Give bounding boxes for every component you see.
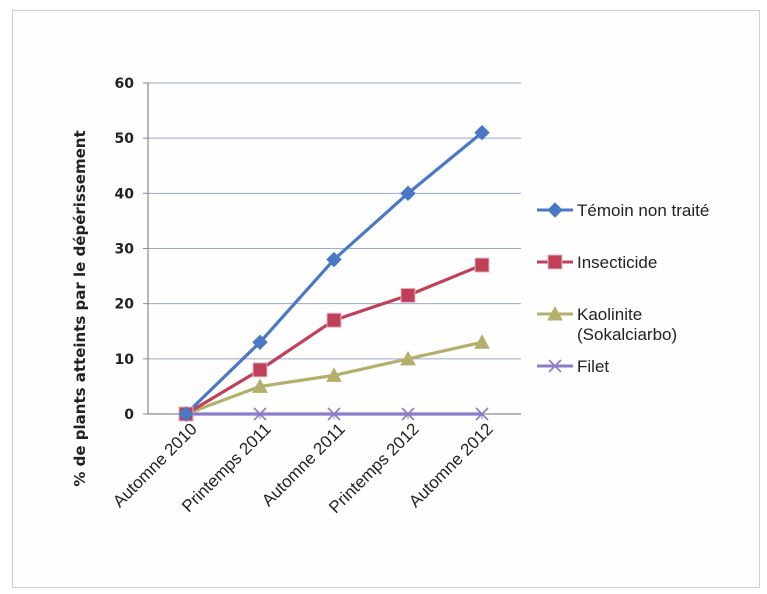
gridlines <box>148 82 521 360</box>
x-marker <box>327 407 341 421</box>
x-marker-stroke <box>253 407 267 421</box>
square-marker <box>400 287 416 303</box>
square-marker <box>326 312 342 328</box>
x-marker <box>475 407 489 421</box>
legend-label-line: Kaolinite <box>577 305 642 324</box>
legend-item: Insecticide <box>537 253 657 272</box>
y-tick-label: 60 <box>115 76 135 92</box>
legend-item: Kaolinite (Sokalciarbo) <box>537 305 677 344</box>
chart-frame: 0 10 20 30 40 50 60 Automne 2010 Printemps 2011… <box>12 10 760 588</box>
x-marker-stroke <box>475 407 489 421</box>
triangle-marker <box>326 367 342 382</box>
y-tick-label: 20 <box>115 297 135 313</box>
legend-label: Kaolinite (Sokalciarbo) <box>577 305 677 344</box>
y-tick-label: 10 <box>115 352 135 368</box>
diamond-marker <box>547 202 563 218</box>
legend-label-line: Filet <box>577 357 609 376</box>
x-marker <box>548 359 562 373</box>
x-marker <box>401 407 415 421</box>
square-marker <box>252 362 268 378</box>
legend-label-line: Insecticide <box>577 253 657 272</box>
diamond-marker <box>252 334 268 350</box>
diamond-marker <box>400 185 416 202</box>
y-tick-label: 50 <box>115 131 135 147</box>
legend-label: Témoin non traité <box>577 201 709 220</box>
triangle-marker <box>400 350 416 366</box>
x-marker <box>253 407 267 421</box>
y-tick-label: 0 <box>124 407 134 423</box>
square-marker <box>547 254 563 270</box>
legend-label: Insecticide <box>577 253 657 272</box>
triangle-marker <box>252 378 268 393</box>
series-line <box>185 263 483 416</box>
triangle-marker <box>547 305 563 321</box>
legend: Témoin non traité Insecticide Kaolinite (So… <box>537 201 709 376</box>
diamond-marker <box>474 124 490 141</box>
series-markers <box>178 124 490 422</box>
y-tick-label: 40 <box>115 186 135 202</box>
legend-item: Témoin non traité <box>537 201 709 220</box>
x-marker-stroke <box>548 359 562 373</box>
axes <box>143 82 521 419</box>
square-marker <box>474 257 490 273</box>
legend-item: Filet <box>537 357 609 376</box>
y-tick-labels: 0 10 20 30 40 50 60 <box>115 76 135 423</box>
triangle-marker <box>474 334 490 349</box>
x-marker-stroke <box>327 407 341 421</box>
series-marker-group <box>178 124 490 422</box>
legend-label-line: Témoin non traité <box>577 201 709 220</box>
diamond-marker <box>178 406 194 422</box>
legend-label-line: (Sokalciarbo) <box>577 325 677 344</box>
y-tick-label: 30 <box>115 242 135 258</box>
x-marker-stroke <box>401 407 415 421</box>
legend-label: Filet <box>577 357 609 376</box>
y-axis-label: % de plants atteints par le dépérissemen… <box>71 130 89 486</box>
diamond-marker <box>326 251 342 268</box>
